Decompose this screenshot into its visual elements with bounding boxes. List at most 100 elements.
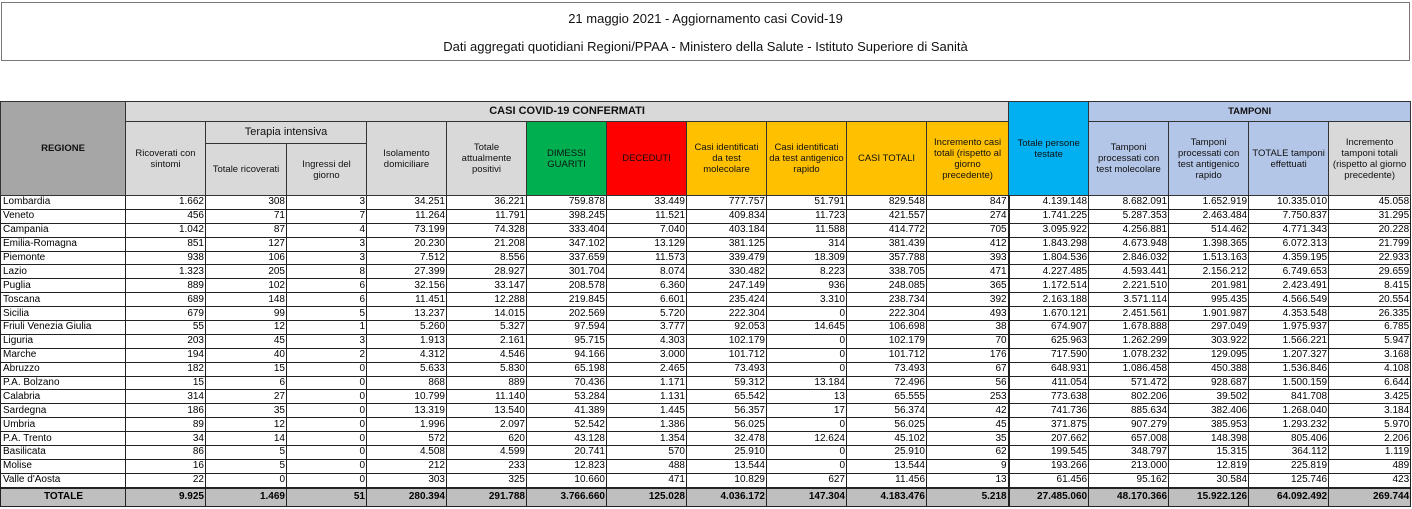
cell-attualmente-positivi: 8.556 [446,250,527,266]
cell-regione: P.A. Bolzano [0,375,126,391]
cell-attualmente-positivi: 2.161 [446,333,527,349]
cell-ricoverati: 938 [125,250,206,266]
cell-ti-totale: 12 [205,320,287,335]
cell-ti-ingressi: 6 [286,292,367,308]
cell-casi-molecolare: 4.036.172 [686,486,767,507]
header-casi-totali: CASI TOTALI [846,121,927,196]
cell-ti-totale: 12 [205,417,287,433]
cell-casi-molecolare: 56.025 [686,417,767,433]
cell-casi-totali: 101.712 [846,347,927,363]
cell-isolamento: 280.394 [366,486,447,507]
header-casi-molecolare: Casi identificati da test molecolare [686,121,767,196]
cell-tamponi-antigenico: 12.819 [1168,458,1250,474]
cell-ti-ingressi: 0 [286,417,367,433]
cell-deceduti: 8.074 [606,264,687,280]
table-row: Puglia 889 102 6 32.156 33.147 208.578 6.360 247… [0,278,1412,294]
cell-ti-totale: 14 [205,431,287,447]
cell-casi-antigenico: 13.184 [766,375,847,391]
cell-deceduti: 33.449 [606,195,687,210]
cell-regione: Toscana [0,292,126,308]
cell-ti-totale: 102 [205,278,287,294]
cell-casi-antigenico: 13 [766,389,847,405]
header-attualmente-positivi: Totale attualmente positivi [446,121,527,196]
cell-tamponi-totale: 4.771.343 [1248,222,1330,238]
cell-attualmente-positivi: 620 [446,431,527,447]
cell-attualmente-positivi: 5.327 [446,320,527,335]
cell-ti-totale: 45 [205,333,287,349]
cell-ti-totale: 5 [205,445,287,460]
header-ti-totale: Totale ricoverati [205,143,287,196]
cell-deceduti: 6.360 [606,278,687,294]
cell-deceduti: 3.777 [606,320,687,335]
cell-ti-totale: 1.469 [205,486,287,507]
cell-ricoverati: 851 [125,236,206,252]
cell-ti-ingressi: 3 [286,333,367,349]
cell-deceduti: 570 [606,445,687,460]
header-ricoverati: Ricoverati con sintomi [125,121,206,196]
cell-tamponi-antigenico: 30.584 [1168,472,1250,489]
cell-dimessi: 219.845 [526,292,607,308]
header-persone-testate: Totale persone testate [1008,101,1090,196]
cell-persone-testate: 625.963 [1008,333,1090,349]
cell-dimessi: 95.715 [526,333,607,349]
table-row: Friuli Venezia Giulia 55 12 1 5.260 5.327 97.5… [0,320,1412,335]
cell-persone-testate: 1.741.225 [1008,208,1090,224]
cell-tamponi-totale: 841.708 [1248,389,1330,405]
cell-tamponi-antigenico: 1.513.163 [1168,250,1250,266]
cell-regione: Molise [0,458,126,474]
cell-casi-totali: 45.102 [846,431,927,447]
cell-casi-totali: 102.179 [846,333,927,349]
cell-casi-antigenico: 8.223 [766,264,847,280]
cell-tamponi-molecolare: 1.262.299 [1088,333,1170,349]
cell-casi-molecolare: 73.493 [686,361,767,377]
cell-casi-antigenico: 18.309 [766,250,847,266]
cell-regione: Lazio [0,264,126,280]
cell-incremento-tamponi: 5.970 [1328,417,1412,433]
cell-ti-totale: 99 [205,306,287,322]
cell-attualmente-positivi: 889 [446,375,527,391]
cell-dimessi: 52.542 [526,417,607,433]
cell-tamponi-antigenico: 148.398 [1168,431,1250,447]
cell-tamponi-molecolare: 1.678.888 [1088,320,1170,335]
cell-dimessi: 97.594 [526,320,607,335]
cell-incremento-casi: 365 [925,278,1010,294]
cell-incremento-tamponi: 6.644 [1328,375,1412,391]
cell-tamponi-antigenico: 15.315 [1168,445,1250,460]
cell-casi-molecolare: 777.757 [686,195,767,210]
cell-isolamento: 212 [366,458,447,474]
cell-casi-totali: 4.183.476 [846,486,927,507]
cell-deceduti: 3.000 [606,347,687,363]
cell-persone-testate: 674.907 [1008,320,1090,335]
cell-deceduti: 2.465 [606,361,687,377]
cell-regione: Abruzzo [0,361,126,377]
cell-incremento-casi: 393 [925,250,1010,266]
table-row: Campania 1.042 87 4 73.199 74.328 333.404 7.040… [0,222,1412,238]
cell-isolamento: 11.264 [366,208,447,224]
cell-incremento-casi: 847 [925,195,1010,210]
cell-deceduti: 1.445 [606,403,687,419]
cell-persone-testate: 773.638 [1008,389,1090,405]
cell-incremento-tamponi: 3.425 [1328,389,1412,405]
cell-tamponi-totale: 1.536.846 [1248,361,1330,377]
cell-casi-antigenico: 11.588 [766,222,847,238]
cell-ti-totale: 148 [205,292,287,308]
cell-isolamento: 868 [366,375,447,391]
cell-tamponi-antigenico: 1.398.365 [1168,236,1250,252]
cell-regione: Valle d'Aosta [0,472,126,489]
cell-tamponi-totale: 1.268.040 [1248,403,1330,419]
cell-ricoverati: 1.662 [125,195,206,210]
table-body: Lombardia 1.662 308 3 34.251 36.221 759.878 33.… [0,195,1412,507]
report-subtitle: Dati aggregati quotidiani Regioni/PPAA -… [443,39,968,54]
cell-persone-testate: 193.266 [1008,458,1090,474]
cell-persone-testate: 61.456 [1008,472,1090,489]
cell-incremento-tamponi: 26.335 [1328,306,1412,322]
cell-ti-ingressi: 3 [286,250,367,266]
cell-casi-molecolare: 101.712 [686,347,767,363]
cell-ti-totale: 35 [205,403,287,419]
cell-casi-antigenico: 17 [766,403,847,419]
cell-regione: Veneto [0,208,126,224]
cell-incremento-casi: 493 [925,306,1010,322]
cell-tamponi-molecolare: 95.162 [1088,472,1170,489]
cell-isolamento: 572 [366,431,447,447]
cell-casi-totali: 222.304 [846,306,927,322]
